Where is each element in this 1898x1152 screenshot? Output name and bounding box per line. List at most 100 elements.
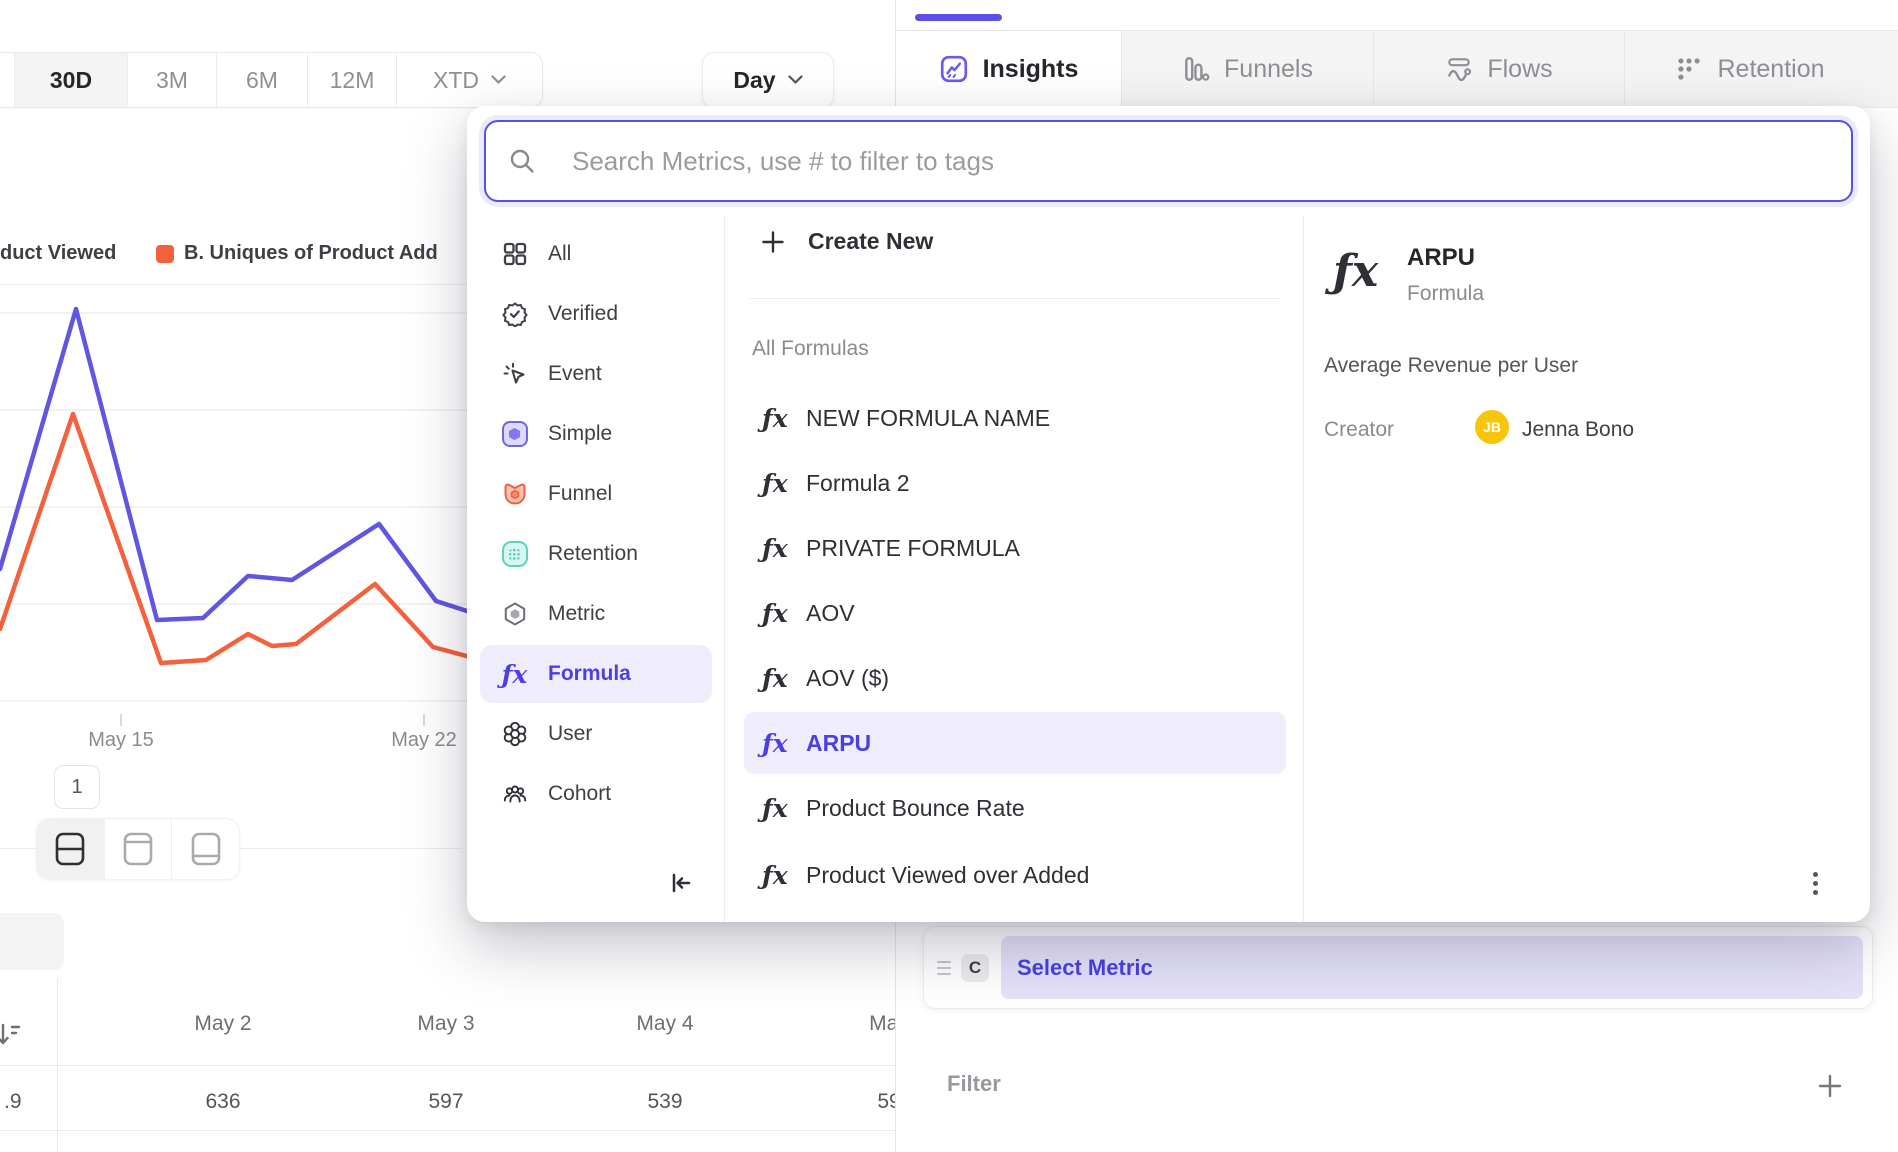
layout-top-panel-button[interactable]: [105, 819, 173, 879]
formula-item-label: NEW FORMULA NAME: [806, 404, 1051, 431]
category-retention[interactable]: Retention: [480, 525, 712, 583]
formula-item-label: AOV ($): [806, 664, 890, 691]
fx-icon: ƒx: [762, 533, 788, 563]
layout-toggle-group: [36, 818, 240, 880]
formula-item-label: Formula 2: [806, 469, 910, 496]
category-event[interactable]: Event: [480, 345, 712, 403]
layout-bottom-panel-button[interactable]: [172, 819, 239, 879]
search-input[interactable]: [570, 144, 1851, 178]
legend-series-a[interactable]: duct Viewed: [0, 242, 117, 264]
table-cell: 636: [205, 1090, 241, 1113]
funnels-icon: [1185, 57, 1210, 81]
table-header-may4[interactable]: May 4: [636, 1012, 694, 1035]
date-range-6m[interactable]: 6M: [217, 53, 308, 107]
formula-item[interactable]: ƒx AOV ($): [744, 647, 1286, 709]
verified-badge-icon: [501, 301, 528, 328]
category-verified[interactable]: Verified: [480, 285, 712, 343]
category-formula[interactable]: ƒx Formula: [480, 645, 712, 703]
tab-label: Flows: [1487, 54, 1553, 83]
retention-metric-icon: [501, 541, 528, 568]
date-range-clipped[interactable]: [0, 53, 15, 107]
x-axis-label-may15: May 15: [88, 729, 154, 751]
metric-picker-modal: All Verified Event Simple F: [467, 106, 1870, 922]
table-row-label: .9: [4, 1090, 22, 1113]
pagination-page-button[interactable]: 1: [54, 765, 100, 809]
divider: [750, 298, 1280, 299]
legend-series-b[interactable]: B. Uniques of Product Add: [156, 242, 438, 265]
fx-icon: ƒx: [762, 663, 788, 693]
category-funnel[interactable]: Funnel: [480, 465, 712, 523]
table-row-divider: [0, 1130, 895, 1131]
category-metric[interactable]: Metric: [480, 585, 712, 643]
drag-handle-icon[interactable]: [937, 960, 951, 975]
fx-icon: ƒx: [762, 728, 788, 758]
table-cell: 59: [877, 1090, 901, 1113]
tab-funnels[interactable]: Funnels: [1121, 31, 1373, 107]
add-filter-button[interactable]: [1816, 1072, 1844, 1100]
category-label: Formula: [548, 662, 631, 685]
date-range-12m[interactable]: 12M: [308, 53, 397, 107]
search-icon: [510, 149, 534, 173]
create-new-label: Create New: [808, 228, 934, 254]
tab-insights[interactable]: Insights: [896, 31, 1121, 107]
collapse-sidebar-icon[interactable]: [668, 870, 694, 896]
line-chart[interactable]: [0, 284, 470, 724]
formula-fx-icon: ƒx: [501, 659, 528, 689]
category-user[interactable]: User: [480, 705, 712, 763]
table-row-divider: [0, 1065, 895, 1066]
detail-title: ARPU: [1407, 244, 1476, 271]
x-axis-label-may22: May 22: [391, 729, 457, 751]
category-label: Metric: [548, 602, 606, 625]
formula-item[interactable]: ƒx PRIVATE FORMULA: [744, 517, 1286, 579]
table-header-may3[interactable]: May 3: [417, 1012, 475, 1035]
active-tab-indicator: [915, 14, 1002, 21]
filter-section-label: Filter: [947, 1071, 1001, 1096]
category-simple[interactable]: Simple: [480, 405, 712, 463]
table-header-may2[interactable]: May 2: [194, 1012, 252, 1035]
formula-item-selected[interactable]: ƒx ARPU: [744, 712, 1286, 774]
select-metric-button[interactable]: Select Metric: [1001, 936, 1863, 999]
category-label: All: [548, 242, 572, 265]
detail-description: Average Revenue per User: [1324, 354, 1579, 377]
date-range-30d[interactable]: 30D: [15, 53, 128, 107]
formula-section-label: All Formulas: [752, 337, 869, 360]
search-box: [484, 120, 1853, 202]
tab-label: Insights: [982, 54, 1079, 83]
cohort-people-icon: [501, 781, 528, 808]
formula-item[interactable]: ƒx Product Bounce Rate: [744, 777, 1286, 839]
date-range-3m[interactable]: 3M: [128, 53, 217, 107]
tab-retention[interactable]: Retention: [1624, 31, 1875, 107]
metric-position-badge: C: [961, 953, 989, 982]
detail-type: Formula: [1407, 282, 1485, 305]
date-range-xtd[interactable]: XTD: [397, 53, 542, 107]
sort-icon[interactable]: [0, 1020, 23, 1050]
creator-avatar: JB: [1475, 410, 1509, 444]
retention-icon: [1678, 58, 1701, 80]
tab-flows[interactable]: Flows: [1373, 31, 1624, 107]
create-new-button[interactable]: Create New: [760, 228, 933, 255]
more-options-icon[interactable]: [1809, 868, 1822, 899]
category-label: Retention: [548, 542, 638, 565]
category-all[interactable]: All: [480, 225, 712, 283]
metric-builder-row: C Select Metric: [923, 926, 1873, 1009]
formula-item[interactable]: ƒx NEW FORMULA NAME: [744, 387, 1286, 449]
divider: [0, 284, 467, 285]
layout-split-horizontal-button[interactable]: [37, 819, 105, 879]
formula-item-label: Product Viewed over Added: [806, 861, 1090, 888]
select-metric-label: Select Metric: [1017, 954, 1153, 980]
metric-hexagon-icon: [501, 601, 528, 628]
insights-icon: [940, 55, 967, 83]
formula-item-label: PRIVATE FORMULA: [806, 534, 1020, 561]
formula-item[interactable]: ƒx AOV: [744, 582, 1286, 644]
formula-item-label: ARPU: [806, 729, 872, 756]
fx-icon: ƒx: [762, 793, 788, 823]
x-axis-tick: [423, 714, 425, 726]
column-divider: [724, 215, 725, 922]
category-label: User: [548, 722, 593, 745]
series-b-swatch: [156, 244, 174, 263]
formula-item[interactable]: ƒx Product Viewed over Added: [744, 844, 1286, 906]
formula-item[interactable]: ƒx Formula 2: [744, 452, 1286, 514]
category-cohort[interactable]: Cohort: [480, 765, 712, 823]
granularity-button[interactable]: Day: [702, 52, 834, 108]
